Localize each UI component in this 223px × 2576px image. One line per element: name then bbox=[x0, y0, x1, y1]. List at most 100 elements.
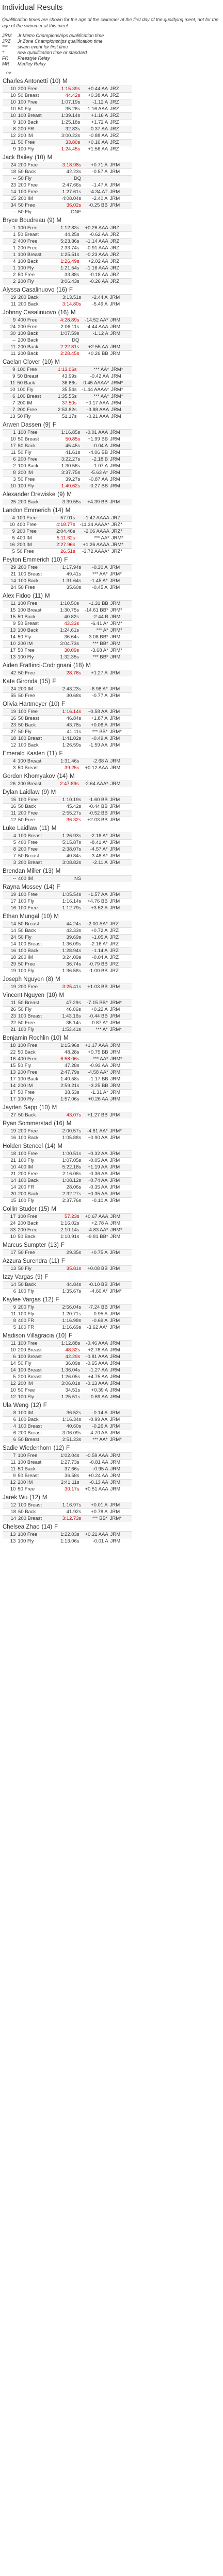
place-cell: 10 bbox=[3, 640, 17, 648]
standard-cell: JRM bbox=[109, 469, 132, 477]
table-row: 6 50 Breast 2:51.23s *** AA* JRM* bbox=[3, 1436, 132, 1443]
swimmer-name: Charles Antonetti bbox=[3, 78, 48, 84]
swimmer-block: Luke Laidlaw (11) M 4 100 Breast 1:26.93s -2.1… bbox=[2, 824, 221, 866]
place-cell: 1 bbox=[3, 231, 17, 239]
swimmer-name: Marcus Sumpter bbox=[3, 1242, 46, 1248]
place-cell: 14 bbox=[3, 1184, 18, 1191]
time-cell: 1:10.50s bbox=[54, 600, 80, 607]
time-cell: 1:36.04s bbox=[55, 1367, 82, 1374]
event-cell: 100 Free bbox=[16, 366, 53, 374]
time-cell: 1:16.98s bbox=[55, 1317, 83, 1325]
table-row: 12 200 IM 2:41.11s -0.13 AA JRM bbox=[3, 1479, 132, 1486]
swimmer-gender: M bbox=[86, 663, 91, 669]
standard-cell: JRM bbox=[108, 803, 132, 810]
swimmer-name: Kaylee Vargas bbox=[3, 1297, 41, 1303]
place-cell: 3 bbox=[3, 859, 18, 866]
swimmer-header: Benjamin Rochlin (10) M bbox=[2, 1034, 221, 1042]
table-row: 24 50 Free 35.60s -0.45 A JRM bbox=[3, 584, 132, 591]
event-cell: 400 FR bbox=[17, 1317, 56, 1325]
event-cell: 400 Free bbox=[17, 1056, 55, 1063]
swimmer-block: Izzy Vargas (9) F 14 50 Back 44.84s -0.10 BB JR… bbox=[2, 1273, 221, 1295]
time-cell: 2:56.04s bbox=[55, 1304, 83, 1311]
swimmer-header: Brendan Miller (13) M bbox=[2, 867, 221, 875]
swimmer-block: Kate Gironda (15) F 24 200 IM 2:43.23s -6.98 A… bbox=[2, 677, 221, 699]
standard-cell: JRZ bbox=[109, 258, 132, 265]
event-cell: 100 Breast bbox=[17, 1459, 55, 1466]
event-cell: 100 Fly bbox=[16, 386, 53, 394]
place-cell: 14 bbox=[3, 189, 18, 196]
table-row: 14 200 IM 2:59.21s -3.25 BB JRM bbox=[3, 1082, 132, 1090]
standard-cell: JRM bbox=[108, 1249, 132, 1256]
swimmer-age: (16) bbox=[56, 287, 67, 293]
time-cell: 2:43.23s bbox=[55, 686, 83, 693]
place-cell: 7 bbox=[3, 406, 17, 414]
event-cell: 50 Free bbox=[17, 1020, 56, 1027]
time-diff-cell: +2.55 AA bbox=[80, 344, 109, 351]
time-diff-cell: -0.52 BB bbox=[82, 810, 109, 817]
table-row: 16 400 Free 6:58.06s *** AA* JRM* bbox=[3, 1056, 132, 1063]
time-cell: 2:47.79s bbox=[54, 1069, 81, 1076]
place-cell: 10 bbox=[3, 1486, 17, 1493]
standard-cell: JRM bbox=[108, 1416, 132, 1423]
time-diff-cell: +0.72 A bbox=[82, 927, 109, 935]
time-diff-cell: +4.76 BB bbox=[82, 898, 109, 905]
swimmer-gender: M bbox=[47, 155, 53, 161]
standard-cell: JRM bbox=[109, 429, 132, 436]
table-row: 1 50 Breast 44.25s -0.62 AA JRZ bbox=[3, 231, 132, 239]
standard-cell: JRM bbox=[108, 584, 132, 591]
event-cell: 50 Breast bbox=[17, 999, 56, 1007]
swimmer-name: Ryan Sommerstad bbox=[3, 1121, 52, 1127]
place-cell: 14 bbox=[3, 1281, 18, 1289]
time-diff-cell: -4.06 BB bbox=[81, 449, 109, 456]
table-row: 18 200 IM 3:24.09s -0.04 A JRZ bbox=[3, 954, 132, 961]
place-cell: 16 bbox=[3, 803, 18, 810]
standard-cell: JRM bbox=[109, 1360, 132, 1367]
place-cell: 11 bbox=[3, 810, 18, 817]
time-cell: 1:24.45s bbox=[55, 146, 82, 152]
event-cell: 200 Back bbox=[17, 499, 56, 505]
swimmer-name: Johnny Casalinuovo bbox=[3, 310, 56, 316]
swimmer-gender: M bbox=[51, 789, 56, 795]
swimmer-name: Landon Emmerich bbox=[3, 507, 51, 514]
time-diff-cell: -0.87 A* bbox=[82, 1020, 109, 1027]
results-table: 24 200 IM 2:43.23s -6.98 A* JRM 55 50 Free 30.6… bbox=[3, 686, 132, 699]
event-cell: 50 Back bbox=[17, 1112, 56, 1118]
time-diff-cell bbox=[82, 875, 109, 882]
swimmer-header: Johnny Casalinuovo (16) M bbox=[2, 309, 221, 317]
results-table: 1 100 Free 1:12.83s +0.26 AAA JRZ 1 50 Breast 4… bbox=[3, 225, 132, 285]
swimmer-age: (10) bbox=[51, 557, 62, 563]
table-row: 15 50 Fly 47.28s -0.93 AA JRM bbox=[3, 1062, 132, 1070]
results-table: 15 100 Free 1:10.19s -1.60 BB JRM 16 50 Back 45… bbox=[3, 796, 132, 823]
standard-cell: JRM bbox=[108, 796, 132, 804]
table-row: 7 100 Free 1:02.04s -0.59 AAA JRM bbox=[3, 1452, 132, 1460]
event-cell: 200 IM bbox=[17, 1479, 55, 1486]
time-diff-cell: -3.88 AAA bbox=[77, 406, 110, 414]
place-cell: 29 bbox=[3, 961, 18, 968]
time-diff-cell: 0.45 AAAA* bbox=[77, 380, 110, 387]
time-cell: 50.85s bbox=[55, 436, 82, 443]
standard-cell: JRZ bbox=[109, 92, 132, 99]
event-cell: 50 Fly bbox=[17, 728, 56, 736]
table-row: 16 50 Breast 46.84s +1.87 A JRM bbox=[3, 715, 132, 722]
swimmer-header: Aiden Frattinci-Codrignani (18) M bbox=[2, 662, 221, 670]
time-diff-cell: -0.59 AAA bbox=[80, 1452, 109, 1460]
time-diff-cell: -2.40 A bbox=[82, 195, 109, 202]
swimmer-block: Collin Studer (15) M 17 100 Free 57.23s +0.67 … bbox=[2, 1205, 221, 1240]
place-cell: 2 bbox=[3, 278, 17, 285]
swimmer-gender: F bbox=[54, 1524, 58, 1530]
event-cell: 100 Breast bbox=[17, 758, 55, 765]
swimmer-name: Alex Fidoo bbox=[3, 593, 31, 599]
standard-cell: JRM bbox=[108, 833, 132, 840]
swimmer-name: Madison Villagracia bbox=[3, 1333, 54, 1339]
standard-cell: JRM bbox=[109, 1486, 132, 1493]
standard-cell: JRM bbox=[108, 853, 132, 860]
place-cell: 22 bbox=[3, 1049, 17, 1056]
place-cell: 21 bbox=[3, 571, 18, 578]
standard-cell: JRM bbox=[109, 1374, 132, 1381]
standard-cell: JRM bbox=[109, 640, 132, 648]
time-cell: 2:00.57s bbox=[55, 1128, 83, 1135]
swimmer-header: Kate Gironda (15) F bbox=[2, 677, 221, 686]
place-cell: 16 bbox=[3, 1134, 18, 1141]
event-cell: 200 Breast bbox=[17, 1430, 56, 1437]
standard-cell: JRM bbox=[108, 1281, 132, 1289]
